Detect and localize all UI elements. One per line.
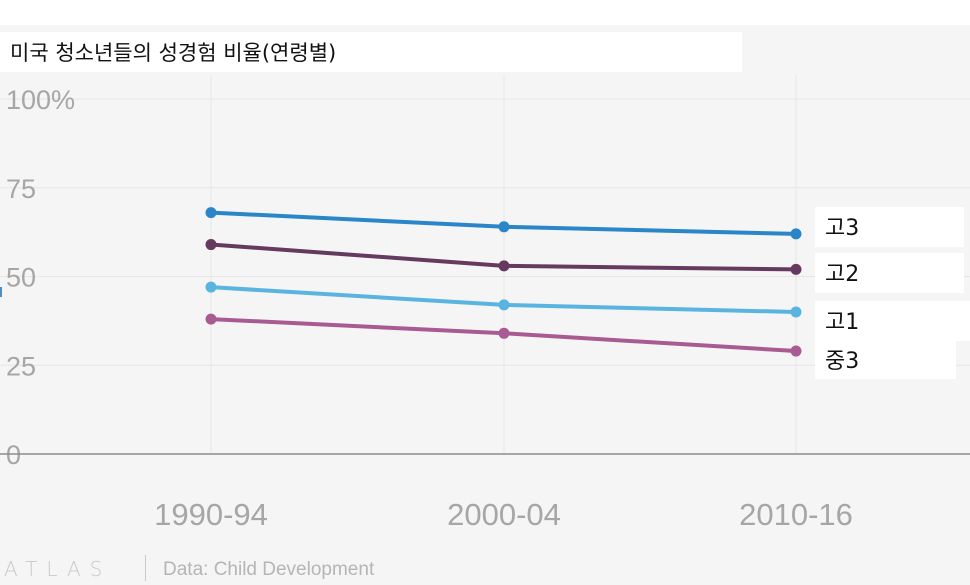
footer-divider	[145, 555, 146, 581]
data-point	[790, 263, 802, 275]
data-point	[205, 281, 217, 293]
data-point	[498, 221, 510, 233]
series-label-box	[815, 341, 956, 379]
x-tick-label: 2010-16	[739, 497, 853, 532]
series-layer	[205, 207, 802, 357]
x-tick-label: 2000-04	[447, 497, 561, 532]
grid	[0, 75, 970, 454]
x-tick-label: 1990-94	[154, 497, 268, 532]
axis-marker	[0, 287, 2, 297]
axes: 100% 75 50 25 0 1990-94 2000-04 2010-16	[0, 85, 970, 532]
data-point	[498, 260, 510, 272]
title-box: 미국 청소년들의 성경험 비율(연령별)	[0, 32, 742, 72]
series-label: 고1	[825, 310, 859, 335]
footer: ATLAS Data: Child Development	[0, 553, 970, 585]
y-tick-label: 100%	[6, 85, 75, 115]
data-point	[790, 345, 802, 357]
series-label: 고2	[825, 262, 859, 287]
y-tick-label: 25	[6, 351, 36, 381]
data-point	[205, 313, 217, 325]
data-point	[498, 327, 510, 339]
series-label-box	[815, 253, 964, 293]
source-note: Data: Child Development	[163, 559, 375, 580]
data-point	[790, 228, 802, 240]
data-point	[498, 299, 510, 311]
brand-logo: ATLAS	[4, 557, 112, 581]
y-tick-label: 0	[6, 440, 21, 470]
y-tick-label: 50	[6, 263, 36, 293]
series-label: 중3	[825, 349, 859, 374]
data-point	[205, 239, 217, 251]
series-label: 고3	[825, 216, 859, 241]
series-label-box	[815, 301, 970, 341]
series-label-box	[815, 207, 964, 247]
chart-title: 미국 청소년들의 성경험 비율(연령별)	[10, 41, 337, 65]
data-point	[790, 306, 802, 318]
y-tick-label: 75	[6, 174, 36, 204]
series-labels: 고3 고2 고1 중3	[815, 207, 970, 379]
data-point	[205, 207, 217, 219]
top-band	[0, 0, 970, 25]
